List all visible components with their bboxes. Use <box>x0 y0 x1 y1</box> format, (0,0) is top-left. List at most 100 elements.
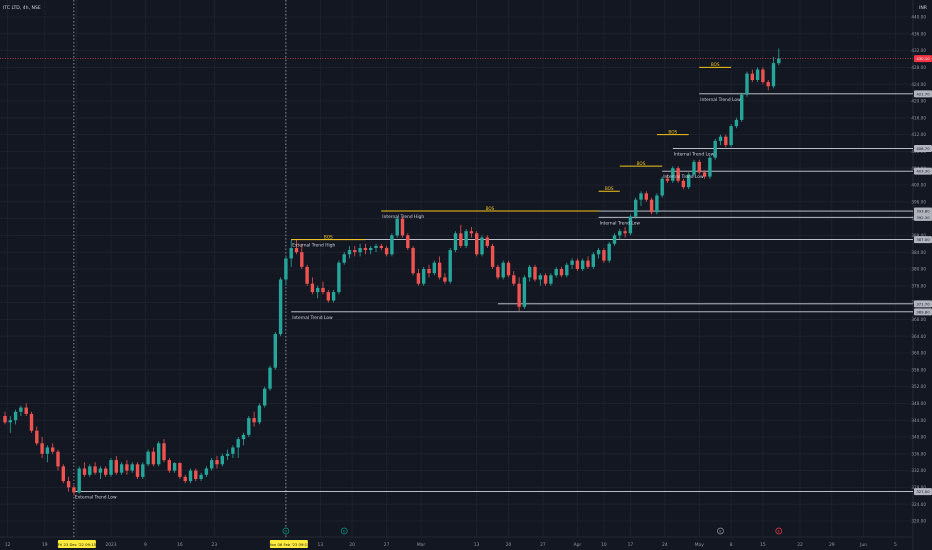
candle-body[interactable] <box>734 119 739 127</box>
candle-body[interactable] <box>591 254 595 267</box>
candle-body[interactable] <box>406 235 410 248</box>
candle-body[interactable] <box>24 407 28 414</box>
candle-body[interactable] <box>459 233 463 246</box>
candle-body[interactable] <box>347 250 352 255</box>
candle-body[interactable] <box>72 487 76 493</box>
candle-body[interactable] <box>104 468 108 475</box>
candles[interactable] <box>3 48 781 496</box>
candle-body[interactable] <box>119 464 124 473</box>
candle-body[interactable] <box>596 250 601 255</box>
candle-body[interactable] <box>671 168 675 181</box>
candle-body[interactable] <box>453 233 458 251</box>
candle-body[interactable] <box>204 468 209 475</box>
candle-body[interactable] <box>236 439 240 448</box>
candle-body[interactable] <box>395 218 399 236</box>
candle-body[interactable] <box>326 292 330 301</box>
event-marker[interactable] <box>340 527 348 535</box>
candle-body[interactable] <box>151 451 156 465</box>
candle-body[interactable] <box>543 275 548 284</box>
candle-body[interactable] <box>146 451 150 465</box>
time-axis[interactable]: 1219262023916236132027Mar132027Apr101724… <box>5 527 897 548</box>
candle-body[interactable] <box>305 266 309 284</box>
candle-body[interactable] <box>183 476 187 482</box>
candle-body[interactable] <box>109 460 113 475</box>
candle-body[interactable] <box>649 199 654 213</box>
candle-body[interactable] <box>581 260 585 269</box>
candle-body[interactable] <box>427 269 431 274</box>
candle-body[interactable] <box>660 178 664 196</box>
candle-body[interactable] <box>337 262 341 293</box>
candle-body[interactable] <box>300 252 304 267</box>
candle-body[interactable] <box>310 283 315 293</box>
candle-body[interactable] <box>268 367 272 389</box>
candle-body[interactable] <box>771 63 776 87</box>
candle-body[interactable] <box>135 464 140 477</box>
candle-body[interactable] <box>554 269 558 276</box>
candle-body[interactable] <box>528 266 532 278</box>
candle-body[interactable] <box>665 178 670 181</box>
candle-body[interactable] <box>538 275 542 280</box>
candle-body[interactable] <box>98 468 103 473</box>
candle-body[interactable] <box>19 407 23 412</box>
candle-body[interactable] <box>162 443 166 461</box>
candle-body[interactable] <box>512 275 516 284</box>
candle-body[interactable] <box>157 443 161 465</box>
candle-body[interactable] <box>411 248 415 274</box>
candle-body[interactable] <box>443 277 447 282</box>
candle-body[interactable] <box>628 216 633 234</box>
candle-body[interactable] <box>475 233 479 255</box>
candle-body[interactable] <box>586 260 590 267</box>
candle-body[interactable] <box>432 262 436 274</box>
event-marker[interactable] <box>775 527 783 535</box>
candle-body[interactable] <box>692 161 696 175</box>
candle-body[interactable] <box>745 73 749 95</box>
candle-body[interactable] <box>644 193 648 200</box>
candle-body[interactable] <box>284 258 288 280</box>
candle-body[interactable] <box>533 266 537 280</box>
candle-body[interactable] <box>570 260 574 265</box>
candle-body[interactable] <box>549 275 553 284</box>
candle-body[interactable] <box>517 283 521 307</box>
candle-body[interactable] <box>66 481 71 488</box>
candle-body[interactable] <box>93 466 97 473</box>
candle-body[interactable] <box>708 157 712 177</box>
candle-body[interactable] <box>464 231 468 246</box>
candle-body[interactable] <box>247 418 251 435</box>
candle-body[interactable] <box>125 464 129 471</box>
candle-body[interactable] <box>353 250 357 253</box>
candle-body[interactable] <box>490 245 495 267</box>
candle-body[interactable] <box>358 248 362 253</box>
candle-body[interactable] <box>422 269 426 284</box>
candle-body[interactable] <box>400 218 405 236</box>
candle-body[interactable] <box>363 248 368 251</box>
candle-body[interactable] <box>294 248 299 253</box>
candle-body[interactable] <box>602 250 606 261</box>
candle-body[interactable] <box>231 447 235 454</box>
candle-body[interactable] <box>188 470 193 482</box>
candle-body[interactable] <box>77 468 81 493</box>
candle-body[interactable] <box>634 199 638 217</box>
candle-body[interactable] <box>210 460 214 469</box>
candle-body[interactable] <box>278 279 283 335</box>
candle-body[interactable] <box>172 463 177 471</box>
candle-body[interactable] <box>252 418 256 423</box>
candle-body[interactable] <box>3 416 7 423</box>
candle-body[interactable] <box>82 468 87 475</box>
candle-body[interactable] <box>697 161 701 173</box>
candle-body[interactable] <box>342 254 346 263</box>
candle-body[interactable] <box>8 420 12 423</box>
candle-body[interactable] <box>448 250 452 282</box>
candle-body[interactable] <box>676 168 680 181</box>
candle-body[interactable] <box>639 193 643 200</box>
candle-body[interactable] <box>480 237 484 255</box>
candle-body[interactable] <box>750 73 754 80</box>
candle-body[interactable] <box>724 136 728 146</box>
candle-body[interactable] <box>56 451 60 467</box>
candle-body[interactable] <box>612 235 617 244</box>
candle-body[interactable] <box>241 434 246 440</box>
candle-body[interactable] <box>194 470 198 479</box>
candle-body[interactable] <box>225 453 230 456</box>
candle-body[interactable] <box>755 69 760 81</box>
candle-body[interactable] <box>437 262 442 278</box>
candle-body[interactable] <box>263 388 267 406</box>
